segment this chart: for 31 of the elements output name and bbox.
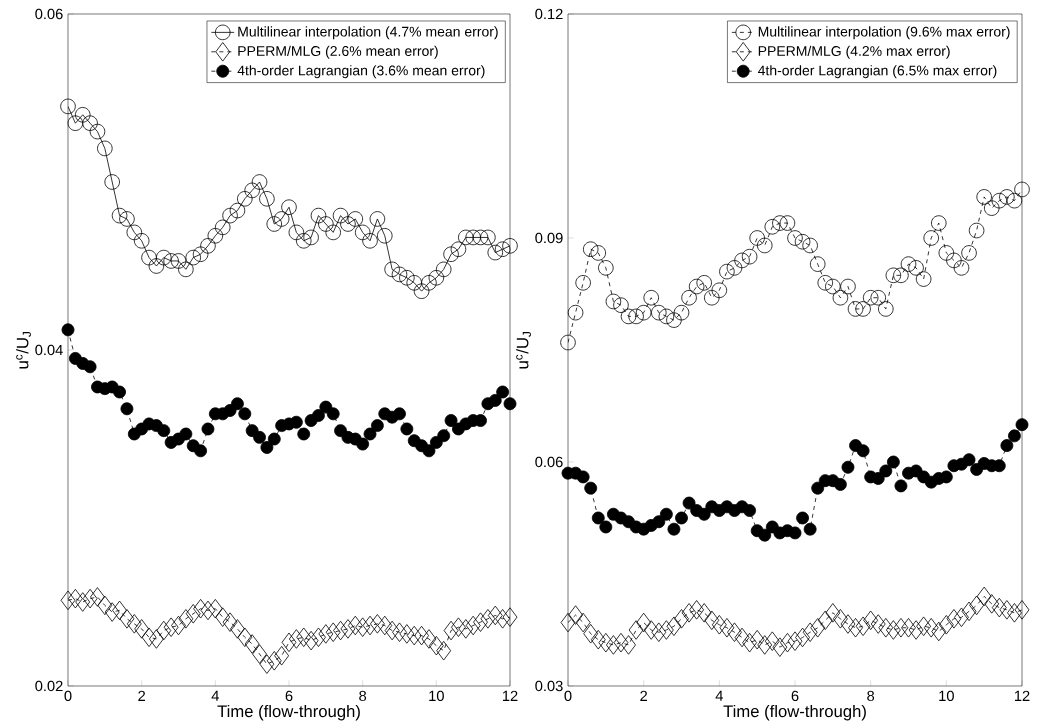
y-tick-label: 0.04 [35, 344, 63, 356]
x-tick-label: 0 [564, 690, 572, 702]
x-tick-label: 4 [211, 690, 219, 701]
x-tick-label: 10 [429, 690, 444, 702]
y-tick-label: 0.12 [535, 8, 563, 20]
x-tick-label: 2 [138, 690, 146, 701]
x-axis-title: Time (flow-through) [723, 704, 866, 721]
legend-label: PPERM/MLG (4.2% max error) [758, 45, 950, 59]
x-tick-label: 4 [715, 690, 723, 701]
y-axis-title: u$^{c}$/U$_{J}$ [16, 332, 31, 369]
x-tick-label: 10 [939, 690, 954, 702]
legend-label: Multilinear interpolation (9.6% max error) [758, 26, 1010, 40]
x-tick-label: 12 [1014, 690, 1030, 701]
x-tick-label: 12 [502, 690, 518, 701]
y-tick-label: 0.06 [35, 8, 63, 20]
x-tick-label: 0 [64, 690, 72, 702]
y-tick-label: 0.03 [535, 680, 563, 692]
x-tick-label: 8 [359, 690, 367, 702]
x-axis-title: Time (flow-through) [217, 704, 360, 721]
legend-label: 4th-order Lagrangian (3.6% mean error) [237, 65, 485, 79]
y-axis-title: u$^{c}$/U$_{J}$ [516, 332, 531, 369]
x-tick-label: 8 [867, 690, 875, 702]
x-tick-label: 2 [640, 690, 648, 701]
legend-label: PPERM/MLG (2.6% mean error) [238, 45, 438, 59]
legend-label: 4th-order Lagrangian (6.5% max error) [757, 65, 997, 79]
y-tick-label: 0.02 [35, 680, 63, 692]
legend-label: Multilinear interpolation (4.7% mean error) [238, 26, 498, 40]
y-tick-label: 0.09 [535, 232, 563, 244]
x-tick-label: 6 [791, 690, 799, 702]
x-tick-label: 6 [285, 690, 293, 702]
y-tick-label: 0.06 [535, 456, 563, 468]
